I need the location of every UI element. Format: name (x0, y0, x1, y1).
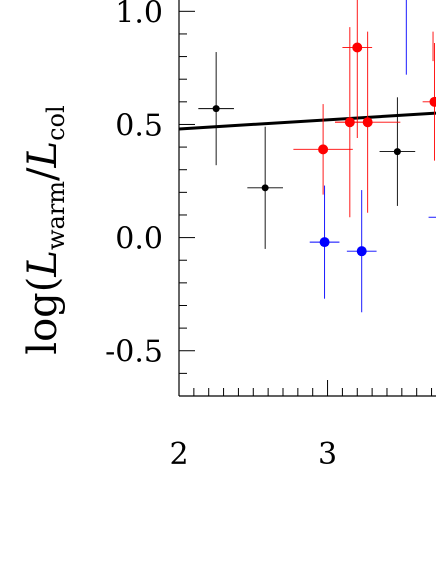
data-point (334, 31, 401, 213)
data-marks (198, 0, 436, 313)
data-point (342, 0, 373, 139)
fit-line (178, 111, 436, 131)
data-point (293, 104, 353, 195)
point-marker (356, 246, 367, 257)
ylabel-l2: L (20, 141, 66, 169)
point-marker (319, 237, 330, 248)
data-point (379, 97, 416, 206)
ylabel-prefix: log( (20, 277, 66, 355)
y-tick-label: 0.0 (115, 222, 163, 257)
point-marker (393, 148, 401, 156)
data-point (198, 52, 234, 166)
data-point (247, 126, 283, 249)
y-tick-label: 1.0 (115, 0, 163, 30)
axes (178, 0, 436, 397)
x-tick-label: 2 (169, 437, 188, 472)
data-point (309, 185, 340, 299)
fit-line-group (178, 111, 436, 131)
point-marker (212, 105, 220, 113)
y-tick-label: -0.5 (105, 335, 163, 370)
point-marker (261, 184, 269, 192)
ylabel-sub2: col (42, 105, 70, 141)
point-marker (362, 117, 373, 128)
x-tick-label: 3 (318, 437, 337, 472)
point-marker (429, 96, 436, 107)
y-axis-label: log(Lwarm/Lcol (20, 105, 70, 354)
ylabel-l1: L (20, 250, 66, 278)
ylabel-slash: / (20, 167, 66, 181)
data-point (346, 190, 377, 313)
y-tick-label: 0.5 (115, 108, 163, 143)
tick-labels: -0.5 0.0 0.5 1.0 2 3 (105, 0, 337, 472)
data-point (422, 42, 436, 161)
point-marker (352, 42, 363, 53)
ylabel-sub1: warm (42, 181, 70, 250)
point-marker (318, 144, 329, 155)
